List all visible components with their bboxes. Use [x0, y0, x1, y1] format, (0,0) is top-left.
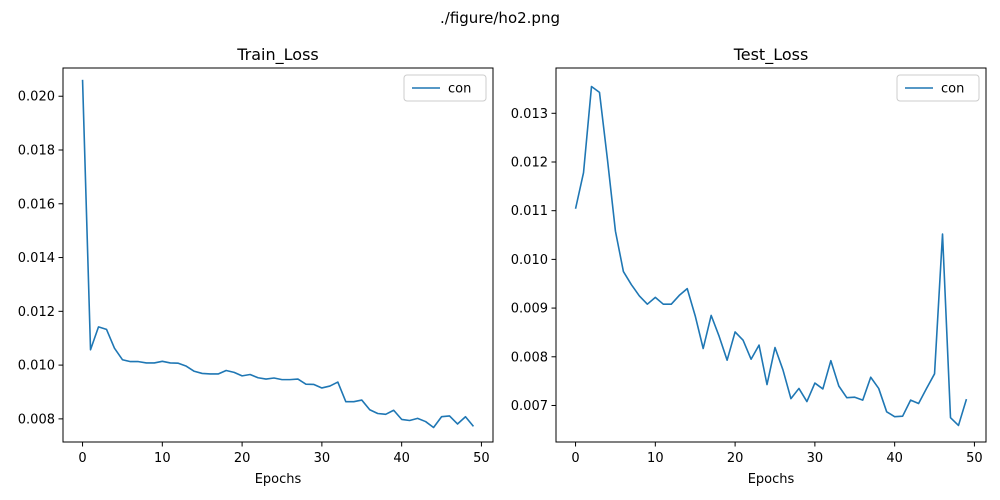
- test-series-line-con: [574, 85, 968, 427]
- train-y-tick-label: 0.010: [18, 359, 55, 374]
- test-y-tick-label: 0.008: [511, 350, 548, 365]
- train-x-axis-label: Epochs: [255, 472, 302, 487]
- test-y-tick-label: 0.009: [511, 302, 548, 317]
- train-y-tick-label: 0.012: [18, 305, 55, 320]
- train-y-tick-label: 0.016: [18, 197, 55, 212]
- test-y-tick-label: 0.007: [511, 399, 548, 414]
- test-legend-box: [896, 74, 980, 102]
- figure-suptitle: ./figure/ho2.png: [440, 9, 560, 27]
- train-x-tick-label: 0: [78, 451, 86, 466]
- train-chart-title: Train_Loss: [236, 45, 318, 65]
- train-x-tick-label: 50: [473, 451, 490, 466]
- train-y-tick-label: 0.014: [18, 251, 55, 266]
- test-y-tick-label: 0.012: [511, 155, 548, 170]
- test-x-tick-label: 40: [886, 451, 903, 466]
- test-y-tick-label: 0.011: [511, 204, 548, 219]
- test-axes-frame: [555, 67, 987, 443]
- train-x-tick-label: 30: [314, 451, 331, 466]
- test-y-tick-label: 0.010: [511, 253, 548, 268]
- train-x-tick-label: 20: [234, 451, 251, 466]
- test-x-tick-label: 10: [647, 451, 664, 466]
- train-legend-label: con: [448, 82, 471, 97]
- test-x-tick-label: 0: [571, 451, 579, 466]
- test-chart-title: Test_Loss: [733, 45, 809, 65]
- train-y-tick-label: 0.018: [18, 144, 55, 159]
- test-x-tick-label: 50: [966, 451, 983, 466]
- test-legend-label: con: [941, 82, 964, 97]
- train-y-tick-label: 0.020: [18, 90, 55, 105]
- test-y-tick-label: 0.013: [511, 107, 548, 122]
- train-series-line-con: [81, 79, 475, 429]
- train-x-tick-label: 10: [154, 451, 171, 466]
- test-x-axis-label: Epochs: [748, 472, 795, 487]
- train-x-tick-label: 40: [393, 451, 410, 466]
- train-y-tick-label: 0.008: [18, 412, 55, 427]
- train-legend-box: [403, 74, 487, 102]
- train-axes-frame: [62, 67, 494, 443]
- test-x-tick-label: 30: [807, 451, 824, 466]
- test-x-tick-label: 20: [727, 451, 744, 466]
